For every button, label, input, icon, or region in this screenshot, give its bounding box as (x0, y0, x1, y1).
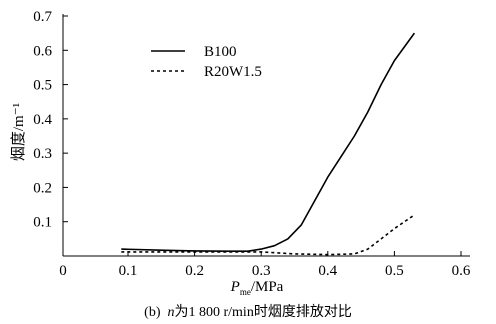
figure-caption: (b) n为1 800 r/min时烟度排放对比 (0, 301, 496, 321)
x-ticks: 0.1 0.2 0.3 0.4 0.5 0.6 (119, 251, 471, 279)
x-tick-label: 0.4 (318, 263, 337, 279)
caption-prefix: (b) (144, 305, 161, 320)
x-tick-label: 0.6 (452, 263, 471, 279)
series-layer (121, 32, 416, 256)
y-tick-label: 0.4 (33, 112, 52, 128)
y-tick-label: 0.5 (33, 78, 52, 94)
y-tick-label: 0.3 (33, 146, 52, 162)
y-tick-label: 0 (59, 263, 67, 279)
x-tick-label: 0.2 (185, 263, 204, 279)
legend: B100 R20W1.5 (151, 44, 262, 80)
x-axis-label-sub: me (240, 287, 251, 297)
series-line-r20w1-5 (121, 214, 415, 256)
y-tick-label: 0.1 (33, 215, 52, 231)
legend-label-b100: B100 (204, 44, 237, 60)
y-axis-label: 烟度/m⁻¹ (10, 103, 27, 161)
x-tick-label: 0.1 (119, 263, 138, 279)
x-axis-label-unit: /MPa (251, 279, 284, 295)
y-tick-label: 0.7 (33, 9, 52, 25)
x-axis-label-var: P (230, 279, 240, 295)
x-tick-label: 0.5 (385, 263, 404, 279)
caption-text: 为1 800 r/min时烟度排放对比 (174, 305, 352, 320)
legend-label-r20w15: R20W1.5 (204, 64, 262, 80)
caption-var: n (167, 305, 175, 320)
x-tick-label: 0.3 (252, 263, 271, 279)
y-ticks: 0 0.1 0.2 0.3 0.4 0.5 0.6 0.7 (33, 9, 68, 279)
y-tick-label: 0.2 (33, 180, 52, 196)
series-line-b100 (121, 32, 416, 252)
x-axis-label: Pme/MPa (230, 279, 284, 297)
y-tick-label: 0.6 (33, 43, 52, 59)
